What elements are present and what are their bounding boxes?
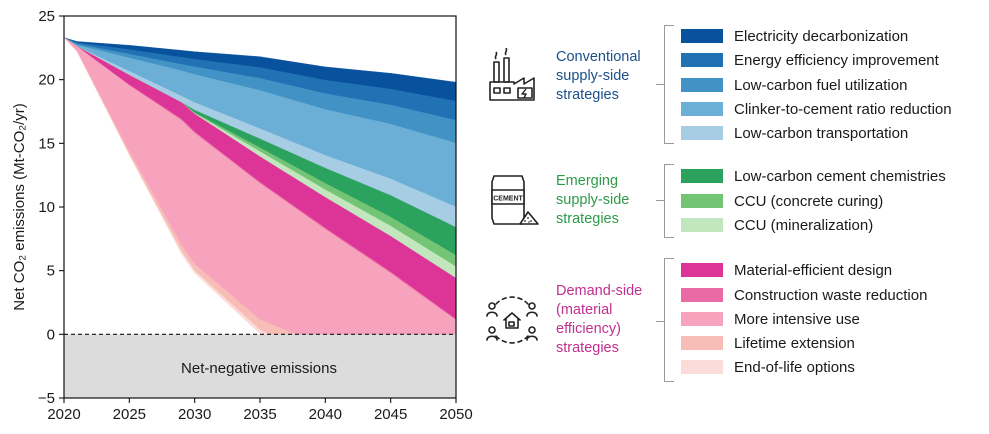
legend-swatch: [681, 360, 723, 374]
cement-bag-text: CEMENT: [493, 196, 523, 203]
y-tick-label: 0: [47, 326, 55, 343]
legend-item: Low-carbon fuel utilization: [681, 74, 907, 96]
bracket-tick: [656, 84, 664, 85]
x-tick-label: 2025: [113, 406, 146, 423]
net-negative-fill: [64, 334, 456, 398]
group-title-line: supply-side: [556, 68, 630, 84]
legend-bracket: [664, 164, 674, 238]
group-title-line: Emerging: [556, 173, 619, 189]
legend-swatch: [681, 336, 723, 350]
legend-bracket: [664, 258, 674, 382]
legend-swatch: [681, 78, 723, 92]
bracket-tick: [656, 200, 664, 201]
group-title-conventional: Conventional supply-side strategies: [556, 48, 641, 105]
legend-item: Low-carbon cement chemistries: [681, 165, 946, 187]
group-title-line: efficiency): [556, 321, 622, 337]
legend-label: Low-carbon cement chemistries: [734, 167, 946, 185]
y-axis-label: Net CO₂ emissions (Mt-CO₂/yr): [11, 103, 28, 311]
legend-item: Construction waste reduction: [681, 284, 927, 306]
legend-item: Electricity decarbonization: [681, 25, 908, 47]
y-tick-label: −5: [38, 390, 55, 407]
x-tick-label: 2050: [439, 406, 472, 423]
legend-item: CCU (mineralization): [681, 214, 873, 236]
y-tick-label: 5: [47, 263, 55, 280]
group-title-line: supply-side: [556, 192, 630, 208]
legend-label: Lifetime extension: [734, 334, 855, 352]
legend-swatch: [681, 288, 723, 302]
group-title-line: strategies: [556, 340, 619, 356]
legend-item: More intensive use: [681, 308, 860, 330]
net-negative-label: Net-negative emissions: [181, 360, 337, 377]
legend-label: Construction waste reduction: [734, 286, 928, 304]
x-tick-label: 2030: [178, 406, 211, 423]
x-tick-label: 2020: [47, 406, 80, 423]
bracket-tick: [656, 321, 664, 322]
group-title-emerging: Emerging supply-side strategies: [556, 172, 629, 229]
x-tick-label: 2035: [243, 406, 276, 423]
group-title-line: Demand-side: [556, 283, 643, 299]
legend-item: Material-efficient design: [681, 259, 892, 281]
legend-item: Low-carbon transportation: [681, 122, 908, 144]
legend-swatch: [681, 218, 723, 232]
group-title-line: strategies: [556, 87, 619, 103]
legend-label: Low-carbon fuel utilization: [734, 76, 908, 94]
legend-label: Clinker-to-cement ratio reduction: [734, 100, 952, 118]
x-axis-ticks: 2020 2025 2030 2035 2040 2045 2050: [47, 398, 473, 423]
legend-swatch: [681, 53, 723, 67]
group-title-line: (material: [556, 302, 613, 318]
legend: Conventional supply-side strategies Elec…: [478, 0, 989, 434]
group-title-demand: Demand-side (material efficiency) strate…: [556, 282, 642, 358]
y-axis-ticks: −5 0 5 10 15 20 25: [38, 8, 64, 407]
legend-item: End-of-life options: [681, 356, 855, 378]
legend-label: CCU (mineralization): [734, 216, 874, 234]
legend-item: CCU (concrete curing): [681, 190, 883, 212]
legend-swatch: [681, 263, 723, 277]
legend-swatch: [681, 126, 723, 140]
legend-swatch: [681, 312, 723, 326]
factory-icon: [489, 48, 535, 101]
legend-label: Electricity decarbonization: [734, 27, 909, 45]
legend-swatch: [681, 194, 723, 208]
legend-label: End-of-life options: [734, 358, 855, 376]
x-tick-label: 2045: [374, 406, 407, 423]
legend-swatch: [681, 29, 723, 43]
legend-bracket: [664, 25, 674, 144]
y-tick-label: 20: [38, 72, 55, 89]
x-tick-label: 2040: [309, 406, 342, 423]
y-tick-label: 15: [38, 135, 55, 152]
legend-label: Material-efficient design: [734, 261, 893, 279]
legend-label: More intensive use: [734, 310, 860, 328]
legend-label: Low-carbon transportation: [734, 124, 909, 142]
legend-swatch: [681, 169, 723, 183]
legend-label: CCU (concrete curing): [734, 192, 884, 210]
legend-swatch: [681, 102, 723, 116]
cement-bag-icon: CEMENT: [491, 175, 539, 225]
stacked-areas: [63, 37, 457, 390]
group-title-line: Conventional: [556, 49, 641, 65]
legend-item: Energy efficiency improvement: [681, 49, 939, 71]
legend-item: Clinker-to-cement ratio reduction: [681, 98, 952, 120]
group-title-line: strategies: [556, 211, 619, 227]
y-tick-label: 25: [38, 8, 55, 25]
community-house-icon: [486, 296, 538, 344]
legend-item: Lifetime extension: [681, 332, 855, 354]
legend-label: Energy efficiency improvement: [734, 51, 939, 69]
y-tick-label: 10: [38, 199, 55, 216]
net-negative-region: [64, 334, 456, 398]
